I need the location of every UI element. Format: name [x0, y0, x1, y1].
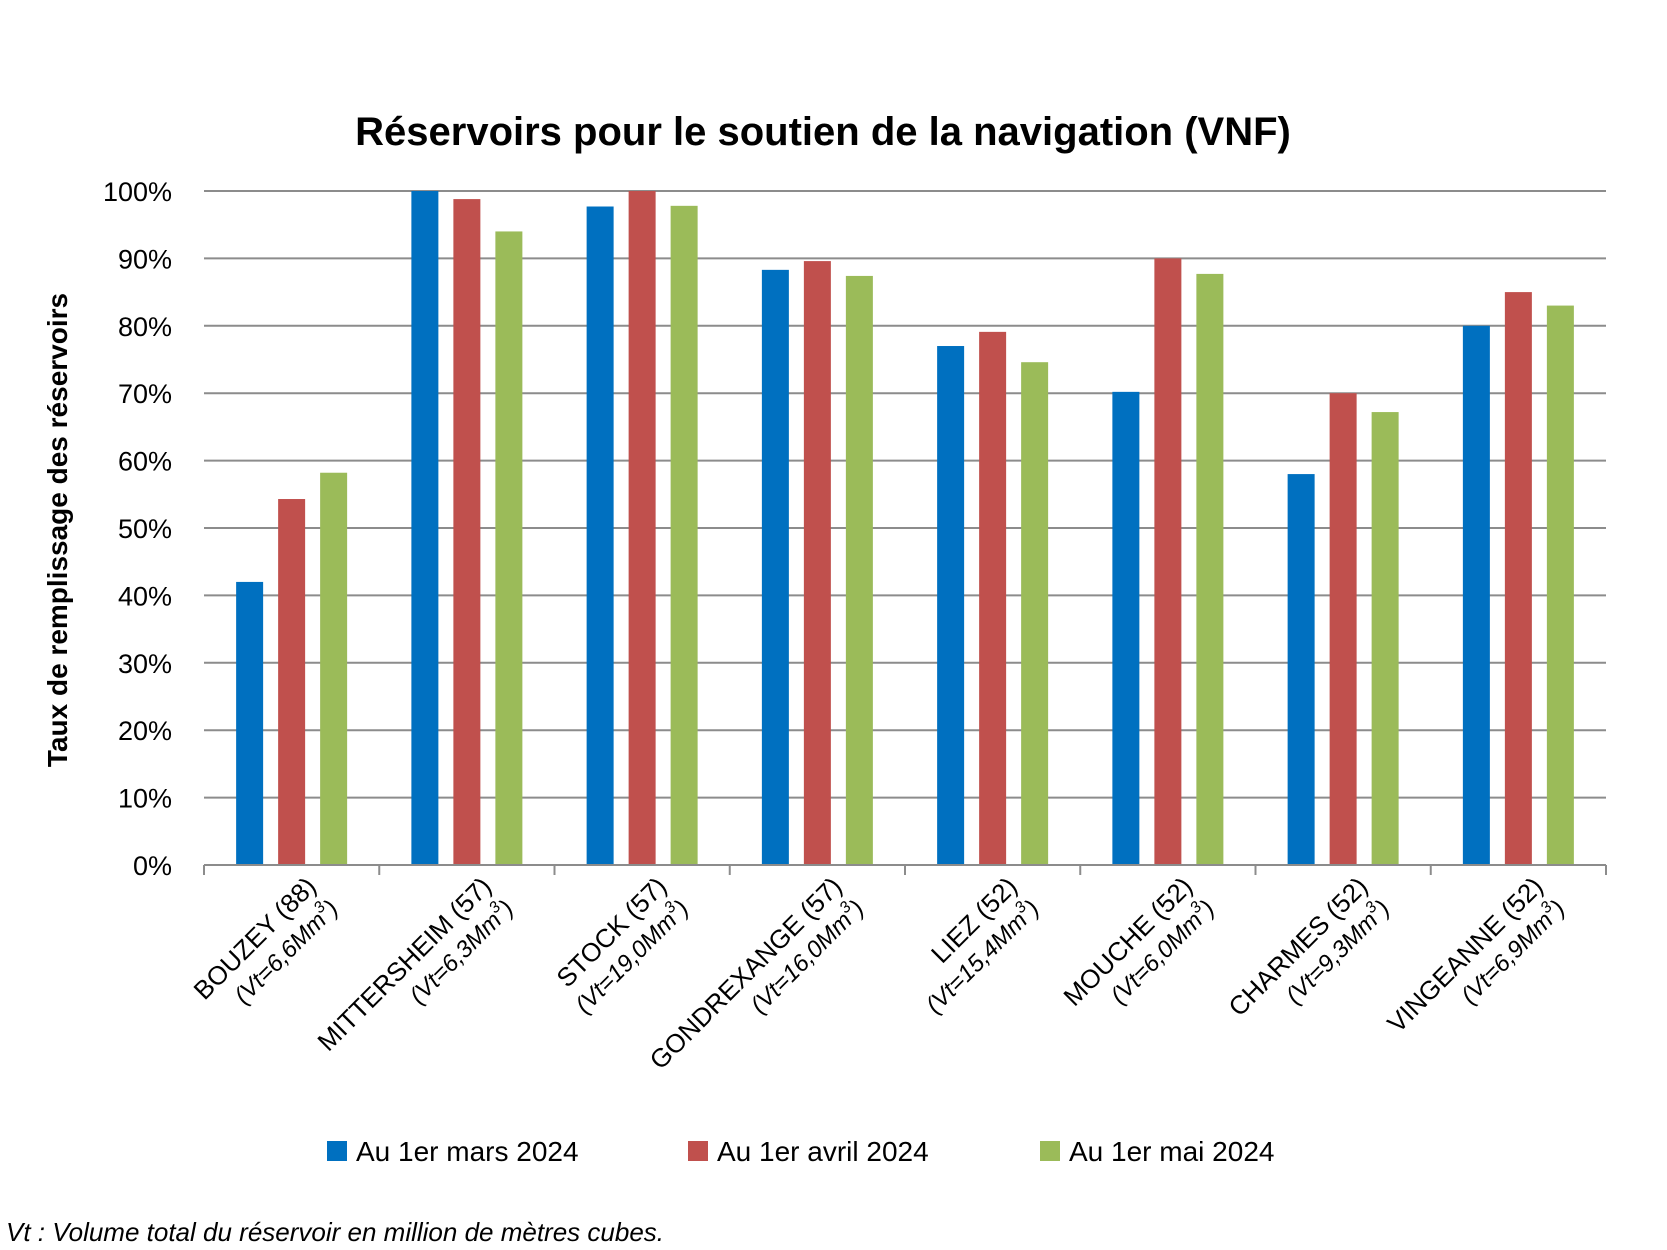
y-tick-label: 70%	[118, 379, 172, 409]
chart-title: Réservoirs pour le soutien de la navigat…	[355, 110, 1291, 154]
legend-label: Au 1er avril 2024	[717, 1136, 929, 1167]
y-tick-labels: 0% 10% 20% 30% 40% 50% 60% 70% 80% 90% 100%	[103, 177, 172, 881]
y-tick-label: 90%	[118, 244, 172, 274]
category-label: BOUZEY (88)(Vt=6,6Mm3)	[188, 871, 344, 1010]
bar	[453, 199, 481, 865]
bar	[1021, 362, 1049, 865]
bar	[236, 581, 264, 865]
bar	[320, 472, 348, 865]
x-axis	[203, 864, 1607, 875]
legend-label: Au 1er mai 2024	[1069, 1136, 1274, 1167]
bar	[1196, 273, 1224, 866]
legend-swatch	[688, 1141, 708, 1161]
legend-swatch	[1040, 1141, 1060, 1161]
legend-swatch	[327, 1141, 347, 1161]
bar	[1371, 412, 1399, 865]
bar	[1504, 292, 1532, 866]
bars	[236, 191, 1574, 866]
legend: Au 1er mars 2024 Au 1er avril 2024 Au 1er …	[327, 1136, 1274, 1167]
legend-item: Au 1er mars 2024	[327, 1136, 579, 1167]
category-label: CHARMES (52)(Vt=9,3Mm3)	[1222, 871, 1395, 1022]
bar	[761, 269, 789, 865]
bar	[937, 346, 965, 865]
bar	[670, 205, 698, 865]
bar	[1329, 393, 1357, 865]
bar	[1112, 391, 1140, 865]
bar	[845, 275, 873, 865]
bar	[1546, 305, 1574, 866]
footnote: Vt : Volume total du réservoir en millio…	[6, 1217, 664, 1247]
legend-item: Au 1er avril 2024	[688, 1136, 929, 1167]
y-tick-label: 0%	[133, 851, 172, 881]
bar	[586, 206, 614, 865]
bar	[1287, 474, 1315, 865]
bar	[1154, 258, 1182, 865]
category-label: MOUCHE (52)(Vt=6,0Mm3)	[1057, 871, 1220, 1012]
bar	[628, 191, 656, 865]
y-tick-label: 20%	[118, 716, 172, 746]
legend-item: Au 1er mai 2024	[1040, 1136, 1274, 1167]
y-axis-label: Taux de remplissage des réservoirs	[42, 293, 73, 767]
y-tick-label: 80%	[118, 312, 172, 342]
bar	[495, 231, 523, 865]
bar	[411, 191, 439, 865]
bar	[803, 261, 831, 865]
category-label: LIEZ (52)(Vt=15,4Mm3)	[921, 871, 1045, 1019]
y-tick-label: 10%	[118, 784, 172, 814]
category-label: VINGEANNE (52)(Vt=6,9Mm3)	[1381, 871, 1570, 1038]
category-label: STOCK (57)(Vt=19,0Mm3)	[550, 871, 694, 1019]
y-tick-label: 60%	[118, 447, 172, 477]
x-tick-labels: BOUZEY (88)(Vt=6,6Mm3)MITTERSHEIM (57)(V…	[188, 871, 1571, 1075]
y-tick-label: 40%	[118, 581, 172, 611]
bar	[278, 499, 306, 865]
bar	[979, 331, 1007, 866]
category-label: MITTERSHEIM (57)(Vt=6,3Mm3)	[311, 871, 519, 1057]
y-tick-label: 100%	[103, 177, 172, 207]
bar	[1462, 325, 1490, 865]
y-tick-label: 30%	[118, 649, 172, 679]
y-tick-label: 50%	[118, 514, 172, 544]
legend-label: Au 1er mars 2024	[356, 1136, 579, 1167]
